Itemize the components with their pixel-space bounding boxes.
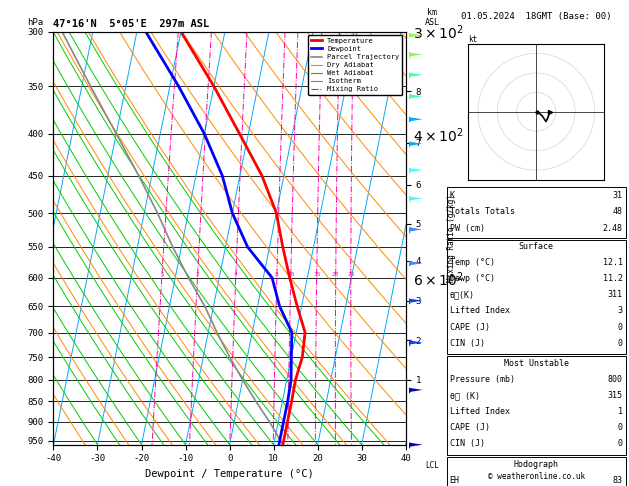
Polygon shape bbox=[409, 33, 423, 37]
Polygon shape bbox=[409, 227, 423, 231]
Text: 311: 311 bbox=[608, 291, 623, 299]
Polygon shape bbox=[409, 117, 423, 122]
Polygon shape bbox=[409, 141, 423, 146]
Polygon shape bbox=[409, 168, 423, 172]
Text: Pressure (mb): Pressure (mb) bbox=[450, 375, 515, 384]
Text: 2: 2 bbox=[196, 272, 199, 277]
Polygon shape bbox=[409, 73, 423, 77]
Text: θᴇ (K): θᴇ (K) bbox=[450, 391, 480, 400]
Text: 3: 3 bbox=[618, 307, 623, 315]
Text: 48: 48 bbox=[613, 208, 623, 216]
Polygon shape bbox=[409, 388, 423, 392]
Legend: Temperature, Dewpoint, Parcel Trajectory, Dry Adiabat, Wet Adiabat, Isotherm, Mi: Temperature, Dewpoint, Parcel Trajectory… bbox=[308, 35, 402, 95]
Text: 47°16'N  5°05'E  297m ASL: 47°16'N 5°05'E 297m ASL bbox=[53, 19, 209, 30]
Text: Dewp (°C): Dewp (°C) bbox=[450, 275, 495, 283]
Text: CIN (J): CIN (J) bbox=[450, 339, 485, 347]
Text: 0: 0 bbox=[618, 323, 623, 331]
Text: 2.48: 2.48 bbox=[603, 224, 623, 232]
Text: Temp (°C): Temp (°C) bbox=[450, 259, 495, 267]
Text: 31: 31 bbox=[613, 191, 623, 200]
Polygon shape bbox=[409, 196, 423, 201]
Text: Surface: Surface bbox=[519, 243, 554, 251]
Polygon shape bbox=[409, 94, 423, 99]
Text: CIN (J): CIN (J) bbox=[450, 439, 485, 448]
Text: kt: kt bbox=[468, 35, 477, 44]
Text: 25: 25 bbox=[347, 272, 355, 277]
Text: 1: 1 bbox=[160, 272, 164, 277]
Text: 0: 0 bbox=[618, 339, 623, 347]
Text: © weatheronline.co.uk: © weatheronline.co.uk bbox=[487, 472, 585, 481]
Text: 800: 800 bbox=[608, 375, 623, 384]
Text: CAPE (J): CAPE (J) bbox=[450, 423, 490, 432]
Polygon shape bbox=[409, 261, 423, 265]
Text: 0: 0 bbox=[618, 423, 623, 432]
X-axis label: Dewpoint / Temperature (°C): Dewpoint / Temperature (°C) bbox=[145, 469, 314, 479]
Text: LCL: LCL bbox=[425, 461, 439, 470]
Text: 4: 4 bbox=[234, 272, 238, 277]
Text: CAPE (J): CAPE (J) bbox=[450, 323, 490, 331]
Text: km
ASL: km ASL bbox=[425, 8, 440, 27]
Text: Mixing Ratio (g/kg): Mixing Ratio (g/kg) bbox=[447, 194, 456, 282]
Text: Lifted Index: Lifted Index bbox=[450, 307, 509, 315]
Text: 11.2: 11.2 bbox=[603, 275, 623, 283]
Text: PW (cm): PW (cm) bbox=[450, 224, 485, 232]
Text: 10: 10 bbox=[287, 272, 294, 277]
Text: EH: EH bbox=[450, 476, 460, 485]
Text: 1: 1 bbox=[618, 407, 623, 416]
Text: Hodograph: Hodograph bbox=[514, 460, 559, 469]
Text: 01.05.2024  18GMT (Base: 00): 01.05.2024 18GMT (Base: 00) bbox=[461, 12, 611, 21]
Text: 15: 15 bbox=[313, 272, 320, 277]
Text: 0: 0 bbox=[618, 439, 623, 448]
Text: 12.1: 12.1 bbox=[603, 259, 623, 267]
Text: K: K bbox=[450, 191, 455, 200]
Polygon shape bbox=[409, 340, 423, 345]
Polygon shape bbox=[409, 52, 423, 57]
Text: hPa: hPa bbox=[27, 18, 43, 27]
Text: 8: 8 bbox=[275, 272, 279, 277]
Text: 83: 83 bbox=[613, 476, 623, 485]
Polygon shape bbox=[409, 298, 423, 303]
Text: Totals Totals: Totals Totals bbox=[450, 208, 515, 216]
Text: Lifted Index: Lifted Index bbox=[450, 407, 509, 416]
Text: 315: 315 bbox=[608, 391, 623, 400]
Polygon shape bbox=[409, 443, 423, 447]
Text: Most Unstable: Most Unstable bbox=[504, 359, 569, 368]
Text: 20: 20 bbox=[332, 272, 340, 277]
Text: θᴇ(K): θᴇ(K) bbox=[450, 291, 475, 299]
